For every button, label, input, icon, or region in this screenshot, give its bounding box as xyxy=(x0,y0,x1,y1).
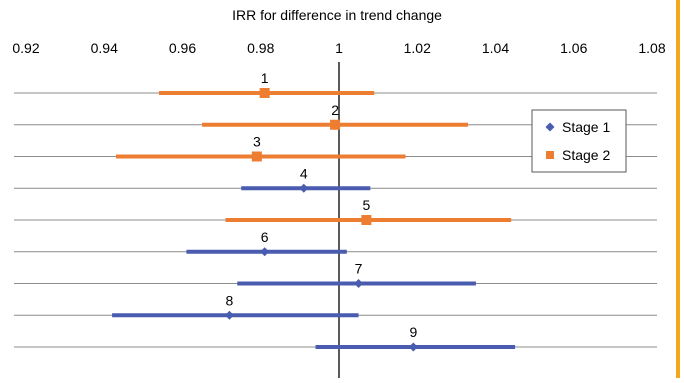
estimate-row-4: 4 xyxy=(241,165,371,193)
estimates-layer: 1 2 3 4 5 6 7 8 9 xyxy=(112,70,516,352)
estimate-row-8: 8 xyxy=(112,292,359,320)
row-number-label: 6 xyxy=(261,229,269,245)
chart-title: IRR for difference in trend change xyxy=(232,7,442,23)
row-number-label: 4 xyxy=(300,165,308,181)
point-estimate-square xyxy=(259,88,270,98)
estimate-row-1: 1 xyxy=(159,70,375,98)
legend-swatch-square xyxy=(546,151,554,159)
legend-label: Stage 2 xyxy=(562,147,610,163)
point-estimate-diamond xyxy=(408,342,418,352)
point-estimate-diamond xyxy=(224,310,234,320)
point-estimate-diamond xyxy=(354,279,364,288)
estimate-row-9: 9 xyxy=(315,324,516,352)
estimate-row-3: 3 xyxy=(115,134,406,162)
legend-label: Stage 1 xyxy=(562,119,610,135)
point-estimate-diamond xyxy=(299,183,309,193)
legend-box xyxy=(531,109,627,173)
x-tick-label: 1.08 xyxy=(638,40,665,56)
x-tick-label: 0.98 xyxy=(247,40,274,56)
row-number-label: 2 xyxy=(331,102,339,118)
x-tick-label: 1.06 xyxy=(560,40,587,56)
right-edge-rule xyxy=(676,0,680,378)
x-tick-label: 1.04 xyxy=(482,40,509,56)
point-estimate-square xyxy=(251,151,262,162)
legend: Stage 1 Stage 2 xyxy=(531,109,627,173)
row-number-label: 8 xyxy=(226,292,234,308)
x-tick-label: 1 xyxy=(335,40,343,56)
estimate-row-6: 6 xyxy=(186,229,347,257)
estimate-row-2: 2 xyxy=(202,102,469,130)
x-tick-label: 1.02 xyxy=(404,40,431,56)
x-tick-label: 0.92 xyxy=(12,40,39,56)
row-number-label: 9 xyxy=(409,324,417,340)
x-tick-label: 0.94 xyxy=(91,40,118,56)
point-estimate-square xyxy=(330,119,341,130)
x-axis-ticks: 0.92 0.94 0.96 0.98 1 1.02 1.04 1.06 1.08 xyxy=(12,40,665,56)
row-number-label: 7 xyxy=(355,261,363,277)
estimate-row-5: 5 xyxy=(225,197,512,225)
row-number-label: 3 xyxy=(253,134,261,150)
point-estimate-square xyxy=(361,215,372,225)
legend-swatch-diamond xyxy=(545,122,555,132)
x-tick-label: 0.96 xyxy=(169,40,196,56)
point-estimate-diamond xyxy=(260,247,270,257)
estimate-row-7: 7 xyxy=(237,261,476,288)
row-number-label: 5 xyxy=(362,197,370,213)
row-number-label: 1 xyxy=(261,70,269,86)
